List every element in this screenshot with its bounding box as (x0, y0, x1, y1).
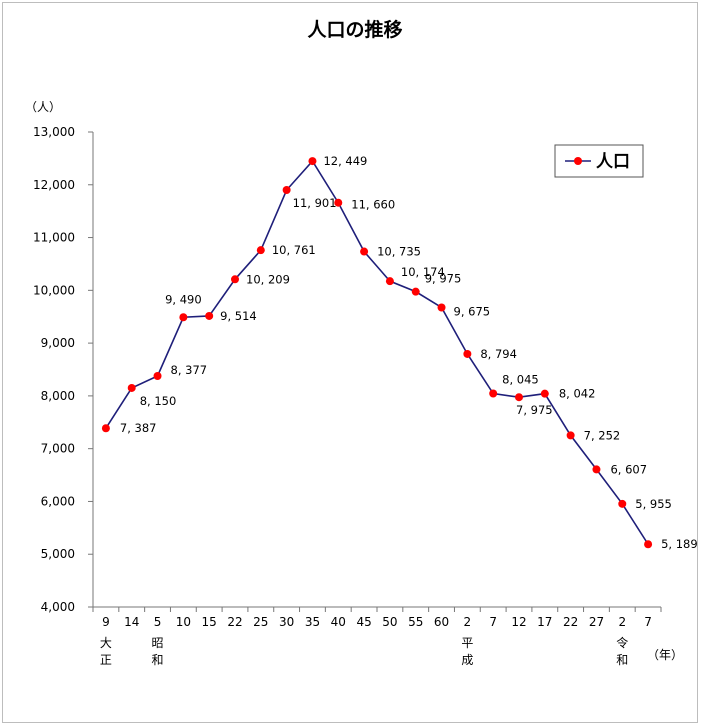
legend-entry-label: 人口 (596, 152, 630, 172)
x-tick-label: 14 (124, 615, 139, 629)
data-label: 10, 735 (377, 245, 421, 259)
x-tick-label: 30 (279, 615, 294, 629)
chart-title: 人口の推移 (307, 18, 402, 41)
line-chart: 人口の推移 （人） （年） 人口 4,000 5,000 6,000 7,000 8,0… (25, 18, 698, 667)
y-tick-label: 12,000 (33, 178, 75, 192)
axes (88, 131, 662, 612)
x-tick-label: 9 (102, 615, 110, 629)
y-tick-label: 5,000 (41, 547, 75, 561)
x-tick-label: 2 (618, 615, 626, 629)
data-label: 9, 514 (220, 309, 257, 323)
data-label: 8, 042 (559, 387, 596, 401)
data-label: 7, 252 (584, 428, 621, 442)
x-tick-label: 22 (563, 615, 578, 629)
y-tick-label: 10,000 (33, 283, 75, 297)
x-tick-label: 60 (434, 615, 449, 629)
data-point (463, 349, 472, 358)
y-tick-label: 8,000 (41, 389, 75, 403)
data-label: 10, 761 (272, 243, 316, 257)
data-label: 11, 901 (293, 196, 337, 210)
data-label: 7, 975 (516, 403, 553, 417)
y-tick-label: 9,000 (41, 336, 75, 350)
data-point (256, 246, 265, 255)
data-point (618, 499, 627, 508)
data-label: 9, 490 (165, 292, 202, 306)
era-label-char: 昭 (152, 636, 164, 650)
data-label: 6, 607 (610, 462, 647, 476)
x-tick-label: 27 (589, 615, 604, 629)
data-point (566, 431, 575, 440)
era-label-char: 和 (152, 653, 164, 667)
data-point (205, 311, 214, 320)
x-tick-label: 7 (644, 615, 652, 629)
data-point (437, 303, 446, 312)
era-label-char: 平 (461, 636, 473, 650)
x-tick-label: 5 (154, 615, 162, 629)
data-point (385, 277, 394, 286)
data-label: 8, 045 (502, 373, 539, 387)
data-point (153, 371, 162, 380)
data-label: 5, 955 (635, 497, 672, 511)
x-tick-label: 55 (408, 615, 423, 629)
data-point (334, 198, 343, 207)
data-labels: 7, 387 8, 150 8, 377 9, 490 9, 514 10, 209 10,… (120, 154, 698, 551)
y-tick-label: 11,000 (33, 231, 75, 245)
x-tick-label: 12 (511, 615, 526, 629)
x-tick-label: 50 (382, 615, 397, 629)
x-tick-label: 35 (305, 615, 320, 629)
data-point (127, 383, 136, 392)
data-point (179, 313, 188, 322)
series-population (101, 157, 653, 549)
x-tick-label: 45 (356, 615, 371, 629)
era-label-char: 正 (100, 653, 112, 667)
data-point (515, 393, 523, 402)
data-point (592, 465, 601, 474)
data-point (489, 389, 498, 398)
legend: 人口 (554, 144, 644, 178)
data-label: 7, 387 (120, 421, 157, 435)
era-label-char: 大 (100, 636, 112, 650)
data-label: 10, 209 (246, 272, 290, 286)
era-label-char: 成 (461, 653, 473, 667)
data-label: 8, 794 (480, 347, 517, 361)
data-label: 8, 150 (140, 394, 177, 408)
y-tick-labels: 4,000 5,000 6,000 7,000 8,000 9,000 10,000 11,0… (33, 125, 75, 614)
data-label: 9, 675 (454, 304, 491, 318)
data-point (411, 287, 420, 296)
y-tick-label: 6,000 (41, 494, 75, 508)
data-point (231, 275, 239, 284)
legend-marker (574, 157, 582, 165)
x-tick-label: 22 (227, 615, 242, 629)
era-label-char: 令 (616, 635, 628, 650)
x-tick-labels: 9 14 5 10 15 22 25 30 35 40 45 50 55 60 2 7 12 17 22 27 2 7 (102, 615, 652, 629)
data-label: 10, 174 (401, 265, 445, 279)
x-tick-label: 25 (253, 615, 268, 629)
data-point (282, 186, 291, 195)
data-label: 9, 975 (425, 272, 462, 286)
data-point (540, 389, 549, 398)
data-label: 5, 189 (661, 537, 698, 551)
y-tick-label: 4,000 (41, 600, 75, 614)
data-point (360, 247, 369, 256)
x-tick-label: 15 (202, 615, 217, 629)
data-point (308, 157, 317, 166)
series-line (105, 159, 649, 545)
x-tick-label: 2 (464, 615, 472, 629)
data-label: 8, 377 (171, 363, 208, 377)
x-tick-label: 40 (331, 615, 346, 629)
data-label: 11, 660 (351, 198, 395, 212)
era-label-char: 和 (616, 653, 628, 667)
data-point (644, 540, 653, 549)
data-point (101, 424, 110, 433)
y-tick-label: 7,000 (41, 442, 75, 456)
x-axis-unit-label: （年） (647, 648, 683, 662)
x-tick-label: 17 (537, 615, 552, 629)
y-axis-unit-label: （人） (25, 100, 61, 114)
x-tick-label: 7 (489, 615, 497, 629)
y-tick-label: 13,000 (33, 125, 75, 139)
x-tick-label: 10 (176, 615, 191, 629)
data-label: 12, 449 (323, 154, 367, 168)
